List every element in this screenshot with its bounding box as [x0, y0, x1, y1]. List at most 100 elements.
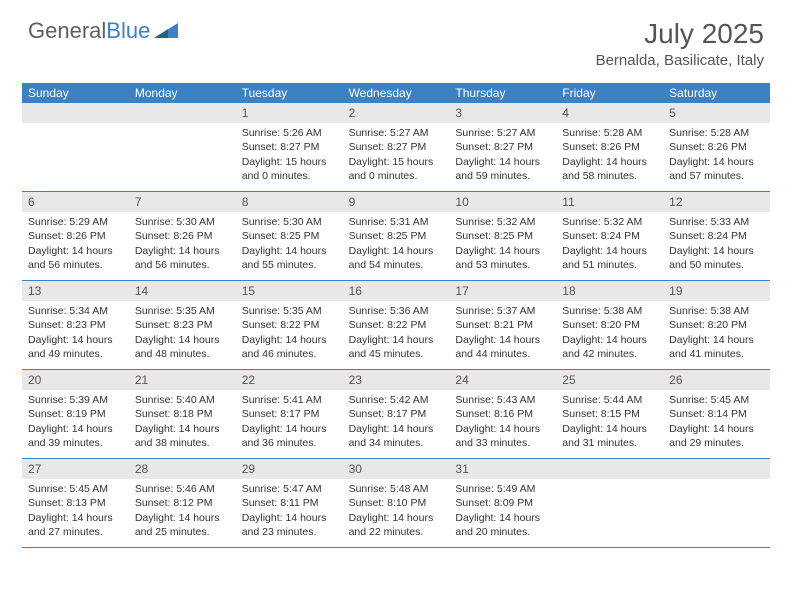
sunset-text: Sunset: 8:14 PM — [669, 407, 764, 421]
weekday-label: Wednesday — [343, 83, 450, 103]
sunset-text: Sunset: 8:24 PM — [562, 229, 657, 243]
sunrise-text: Sunrise: 5:45 AM — [28, 482, 123, 496]
day-body: Sunrise: 5:49 AMSunset: 8:09 PMDaylight:… — [449, 479, 556, 543]
daylight-text: Daylight: 14 hours and 22 minutes. — [349, 511, 444, 539]
day-body: Sunrise: 5:27 AMSunset: 8:27 PMDaylight:… — [343, 123, 450, 187]
sunset-text: Sunset: 8:22 PM — [349, 318, 444, 332]
day-number — [663, 459, 770, 479]
day-number: 17 — [449, 281, 556, 301]
sunrise-text: Sunrise: 5:30 AM — [135, 215, 230, 229]
daylight-text: Daylight: 14 hours and 39 minutes. — [28, 422, 123, 450]
day-number: 8 — [236, 192, 343, 212]
weekday-label: Tuesday — [236, 83, 343, 103]
calendar-day-cell — [663, 459, 770, 547]
calendar-day-cell: 20Sunrise: 5:39 AMSunset: 8:19 PMDayligh… — [22, 370, 129, 458]
day-number: 29 — [236, 459, 343, 479]
sunrise-text: Sunrise: 5:26 AM — [242, 126, 337, 140]
sunrise-text: Sunrise: 5:38 AM — [669, 304, 764, 318]
day-body: Sunrise: 5:31 AMSunset: 8:25 PMDaylight:… — [343, 212, 450, 276]
calendar-day-cell: 21Sunrise: 5:40 AMSunset: 8:18 PMDayligh… — [129, 370, 236, 458]
weekday-label: Monday — [129, 83, 236, 103]
daylight-text: Daylight: 14 hours and 44 minutes. — [455, 333, 550, 361]
daylight-text: Daylight: 14 hours and 27 minutes. — [28, 511, 123, 539]
calendar-day-cell: 8Sunrise: 5:30 AMSunset: 8:25 PMDaylight… — [236, 192, 343, 280]
weekday-label: Friday — [556, 83, 663, 103]
logo-text: GeneralBlue — [28, 18, 150, 44]
calendar-week-row: 1Sunrise: 5:26 AMSunset: 8:27 PMDaylight… — [22, 103, 770, 192]
day-body: Sunrise: 5:35 AMSunset: 8:23 PMDaylight:… — [129, 301, 236, 365]
daylight-text: Daylight: 14 hours and 46 minutes. — [242, 333, 337, 361]
sunset-text: Sunset: 8:26 PM — [28, 229, 123, 243]
day-number: 13 — [22, 281, 129, 301]
daylight-text: Daylight: 14 hours and 29 minutes. — [669, 422, 764, 450]
day-body: Sunrise: 5:30 AMSunset: 8:26 PMDaylight:… — [129, 212, 236, 276]
day-body: Sunrise: 5:48 AMSunset: 8:10 PMDaylight:… — [343, 479, 450, 543]
sunrise-text: Sunrise: 5:28 AM — [562, 126, 657, 140]
sunset-text: Sunset: 8:21 PM — [455, 318, 550, 332]
weekday-label: Thursday — [449, 83, 556, 103]
calendar-day-cell: 24Sunrise: 5:43 AMSunset: 8:16 PMDayligh… — [449, 370, 556, 458]
logo-text-blue: Blue — [106, 18, 150, 43]
day-body: Sunrise: 5:30 AMSunset: 8:25 PMDaylight:… — [236, 212, 343, 276]
calendar-day-cell: 7Sunrise: 5:30 AMSunset: 8:26 PMDaylight… — [129, 192, 236, 280]
month-title: July 2025 — [596, 18, 764, 50]
daylight-text: Daylight: 14 hours and 53 minutes. — [455, 244, 550, 272]
calendar-day-cell: 26Sunrise: 5:45 AMSunset: 8:14 PMDayligh… — [663, 370, 770, 458]
day-body: Sunrise: 5:28 AMSunset: 8:26 PMDaylight:… — [556, 123, 663, 187]
day-body: Sunrise: 5:42 AMSunset: 8:17 PMDaylight:… — [343, 390, 450, 454]
calendar-day-cell: 30Sunrise: 5:48 AMSunset: 8:10 PMDayligh… — [343, 459, 450, 547]
day-number: 18 — [556, 281, 663, 301]
day-number: 26 — [663, 370, 770, 390]
daylight-text: Daylight: 14 hours and 23 minutes. — [242, 511, 337, 539]
calendar-week-row: 6Sunrise: 5:29 AMSunset: 8:26 PMDaylight… — [22, 192, 770, 281]
calendar-day-cell: 9Sunrise: 5:31 AMSunset: 8:25 PMDaylight… — [343, 192, 450, 280]
daylight-text: Daylight: 14 hours and 49 minutes. — [28, 333, 123, 361]
sunset-text: Sunset: 8:22 PM — [242, 318, 337, 332]
sunrise-text: Sunrise: 5:30 AM — [242, 215, 337, 229]
sunrise-text: Sunrise: 5:37 AM — [455, 304, 550, 318]
sunset-text: Sunset: 8:09 PM — [455, 496, 550, 510]
day-body: Sunrise: 5:39 AMSunset: 8:19 PMDaylight:… — [22, 390, 129, 454]
day-body: Sunrise: 5:38 AMSunset: 8:20 PMDaylight:… — [663, 301, 770, 365]
calendar-day-cell: 19Sunrise: 5:38 AMSunset: 8:20 PMDayligh… — [663, 281, 770, 369]
sunset-text: Sunset: 8:27 PM — [349, 140, 444, 154]
calendar-day-cell: 14Sunrise: 5:35 AMSunset: 8:23 PMDayligh… — [129, 281, 236, 369]
sunrise-text: Sunrise: 5:29 AM — [28, 215, 123, 229]
sunset-text: Sunset: 8:20 PM — [669, 318, 764, 332]
day-body: Sunrise: 5:33 AMSunset: 8:24 PMDaylight:… — [663, 212, 770, 276]
day-body: Sunrise: 5:35 AMSunset: 8:22 PMDaylight:… — [236, 301, 343, 365]
sunrise-text: Sunrise: 5:27 AM — [349, 126, 444, 140]
day-number — [22, 103, 129, 123]
day-body: Sunrise: 5:45 AMSunset: 8:14 PMDaylight:… — [663, 390, 770, 454]
day-number: 30 — [343, 459, 450, 479]
logo: GeneralBlue — [28, 18, 178, 44]
daylight-text: Daylight: 14 hours and 59 minutes. — [455, 155, 550, 183]
daylight-text: Daylight: 14 hours and 31 minutes. — [562, 422, 657, 450]
sunrise-text: Sunrise: 5:31 AM — [349, 215, 444, 229]
day-number: 5 — [663, 103, 770, 123]
sunset-text: Sunset: 8:13 PM — [28, 496, 123, 510]
sunrise-text: Sunrise: 5:48 AM — [349, 482, 444, 496]
day-number: 12 — [663, 192, 770, 212]
sunrise-text: Sunrise: 5:45 AM — [669, 393, 764, 407]
day-number: 3 — [449, 103, 556, 123]
daylight-text: Daylight: 14 hours and 36 minutes. — [242, 422, 337, 450]
calendar-day-cell: 13Sunrise: 5:34 AMSunset: 8:23 PMDayligh… — [22, 281, 129, 369]
calendar-day-cell: 3Sunrise: 5:27 AMSunset: 8:27 PMDaylight… — [449, 103, 556, 191]
logo-text-gray: General — [28, 18, 106, 43]
day-number: 28 — [129, 459, 236, 479]
sunset-text: Sunset: 8:16 PM — [455, 407, 550, 421]
daylight-text: Daylight: 14 hours and 42 minutes. — [562, 333, 657, 361]
calendar-day-cell: 29Sunrise: 5:47 AMSunset: 8:11 PMDayligh… — [236, 459, 343, 547]
day-number: 1 — [236, 103, 343, 123]
day-body: Sunrise: 5:44 AMSunset: 8:15 PMDaylight:… — [556, 390, 663, 454]
sunset-text: Sunset: 8:27 PM — [242, 140, 337, 154]
day-number — [556, 459, 663, 479]
day-body: Sunrise: 5:36 AMSunset: 8:22 PMDaylight:… — [343, 301, 450, 365]
sunrise-text: Sunrise: 5:35 AM — [135, 304, 230, 318]
calendar-day-cell: 31Sunrise: 5:49 AMSunset: 8:09 PMDayligh… — [449, 459, 556, 547]
day-number: 21 — [129, 370, 236, 390]
daylight-text: Daylight: 14 hours and 57 minutes. — [669, 155, 764, 183]
daylight-text: Daylight: 14 hours and 48 minutes. — [135, 333, 230, 361]
sunrise-text: Sunrise: 5:28 AM — [669, 126, 764, 140]
